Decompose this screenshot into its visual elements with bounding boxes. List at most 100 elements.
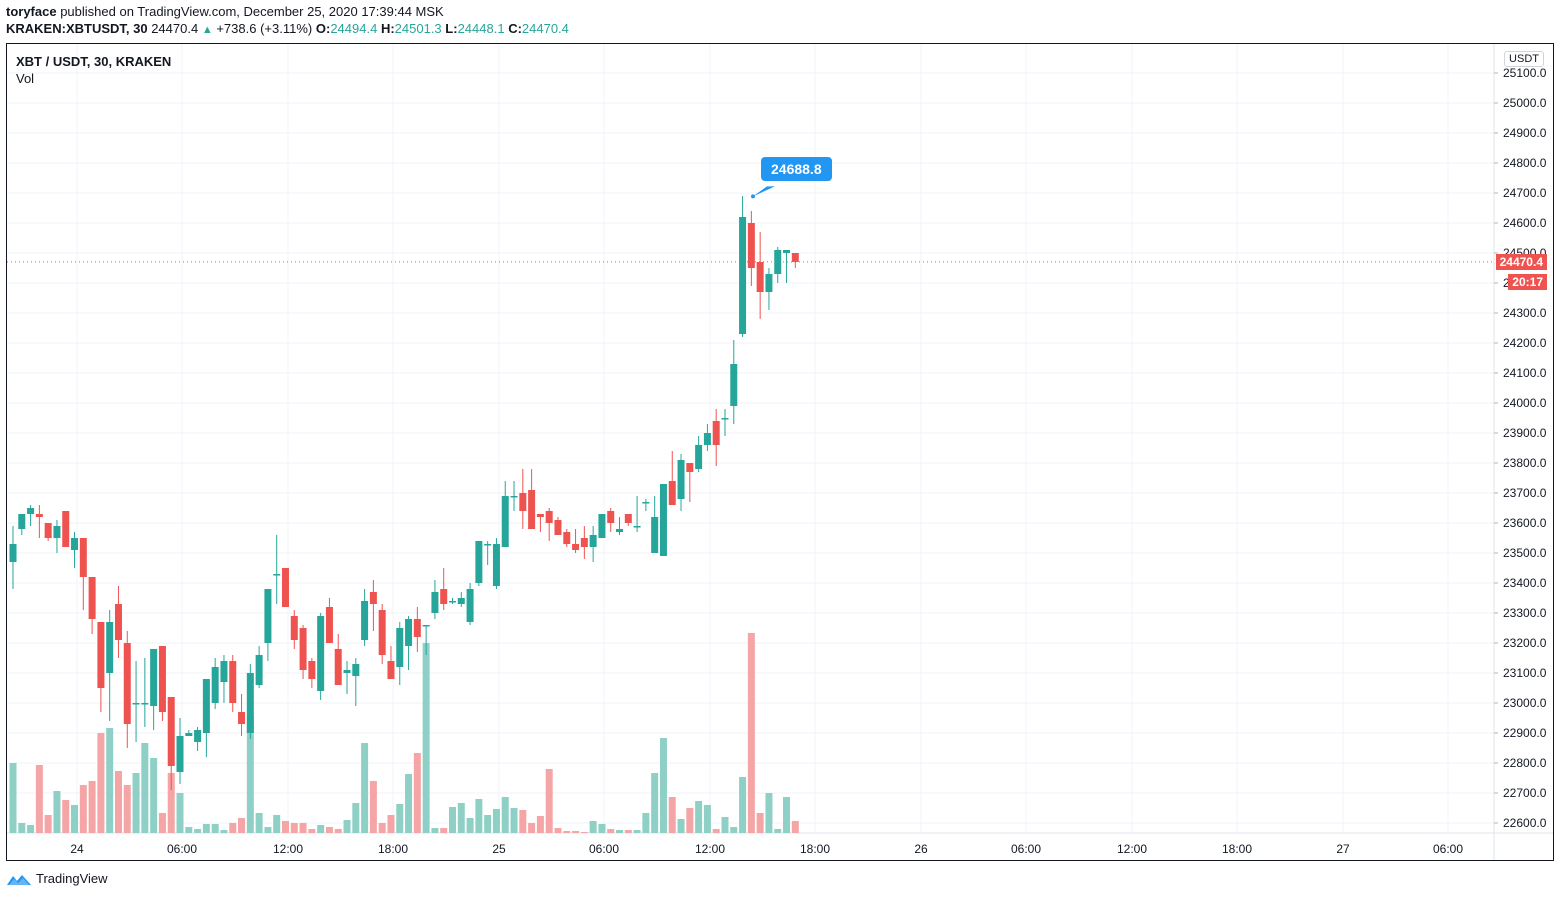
volume-bar: [616, 830, 624, 833]
candle: [501, 496, 509, 547]
time-tick-label: 25: [492, 842, 506, 856]
candle: [791, 253, 799, 262]
price-tick-label: 25100.0: [1503, 66, 1547, 80]
volume-bar: [712, 829, 720, 833]
candle: [123, 643, 131, 724]
candle: [238, 712, 246, 724]
volume-bar: [545, 769, 553, 833]
volume-bar: [598, 824, 606, 833]
volume-bar: [466, 818, 474, 833]
volume-bar: [114, 771, 122, 833]
candle: [405, 619, 413, 646]
volume-bar: [765, 793, 773, 833]
time-tick-label: 06:00: [1433, 842, 1463, 856]
candle: [220, 661, 228, 682]
brand-name: TradingView: [36, 871, 108, 886]
publish-info: toryface published on TradingView.com, D…: [6, 4, 444, 20]
volume-bar: [501, 797, 509, 833]
time-tick-label: 06:00: [1011, 842, 1041, 856]
volume-bar: [317, 825, 325, 833]
candle: [598, 514, 606, 538]
chart-legend-title: XBT / USDT, 30, KRAKEN: [16, 54, 172, 69]
volume-bar: [659, 738, 667, 833]
candle: [642, 502, 650, 504]
close-value: 24470.4: [521, 21, 569, 36]
up-arrow-icon: ▲: [201, 24, 213, 36]
time-tick-label: 18:00: [1222, 842, 1252, 856]
author-name[interactable]: toryface: [6, 4, 57, 19]
volume-bar: [308, 829, 316, 833]
candle: [440, 589, 448, 604]
volume-bar: [343, 820, 351, 833]
candle: [290, 616, 298, 640]
volume-bar: [677, 819, 685, 833]
candle: [449, 601, 456, 603]
volume-bar: [721, 817, 729, 833]
volume-bar: [528, 823, 536, 833]
volume-bar: [739, 777, 747, 833]
time-tick-label: 06:00: [167, 842, 197, 856]
candle: [475, 541, 483, 583]
candle: [554, 520, 562, 535]
candle: [9, 544, 17, 562]
volume-bar: [97, 733, 105, 833]
candle: [246, 673, 254, 733]
volume-bar: [519, 810, 527, 833]
candle: [756, 262, 764, 292]
volume-bar: [774, 829, 782, 833]
candle: [229, 661, 237, 703]
chart-frame[interactable]: 25100.0 25000.0 24900.0 24800.0 24700.0 24600…: [6, 43, 1554, 861]
candlestick-chart[interactable]: 25100.0 25000.0 24900.0 24800.0 24700.0 24600…: [7, 44, 1553, 860]
candle: [211, 667, 219, 703]
volume-bar: [106, 728, 114, 833]
price-tick-label: 24300.0: [1503, 306, 1547, 320]
published-text: published on TradingView.com, December 2…: [60, 4, 444, 19]
price-tick-label: 23200.0: [1503, 636, 1547, 650]
candle: [633, 526, 641, 528]
candle: [378, 610, 386, 655]
candle: [466, 589, 474, 622]
volume-bar: [440, 828, 448, 833]
volume-bar: [79, 785, 87, 833]
candle: [774, 250, 782, 274]
tradingview-branding[interactable]: TradingView: [6, 871, 108, 886]
candle: [150, 649, 158, 706]
volume-bar: [756, 813, 764, 833]
volume-bar: [730, 827, 738, 833]
candle: [492, 544, 500, 586]
volume-bar: [123, 785, 131, 833]
volume-bar: [580, 832, 588, 833]
candle: [369, 592, 377, 604]
candle: [686, 463, 694, 472]
candle: [703, 433, 711, 445]
volume-bar: [281, 821, 289, 833]
candle: [519, 493, 527, 511]
candle: [185, 733, 193, 736]
candle: [114, 604, 122, 640]
candle: [158, 646, 166, 712]
candle: [334, 649, 342, 685]
volume-bar: [132, 773, 140, 833]
current-price-tag: 24470.4: [1495, 254, 1547, 270]
candle: [194, 730, 202, 742]
candle: [141, 703, 149, 705]
volume-bar: [290, 823, 298, 833]
time-tick-label: 12:00: [1117, 842, 1147, 856]
candle: [35, 514, 43, 517]
currency-button[interactable]: USDT: [1504, 51, 1544, 67]
time-tick-label: 27: [1336, 842, 1350, 856]
candle: [783, 250, 791, 253]
volume-bar: [211, 824, 219, 833]
candle: [79, 538, 87, 577]
candle: [712, 421, 720, 445]
time-tick-label: 26: [914, 842, 928, 856]
price-tick-label: 23600.0: [1503, 516, 1547, 530]
volume-bar: [431, 828, 439, 833]
volume-bar: [791, 821, 799, 833]
volume-bar: [475, 799, 483, 833]
price-tick-label: 22900.0: [1503, 726, 1547, 740]
volume-bar: [361, 743, 369, 833]
candle: [747, 223, 755, 268]
volume-bar: [35, 765, 43, 833]
candle: [71, 538, 79, 550]
